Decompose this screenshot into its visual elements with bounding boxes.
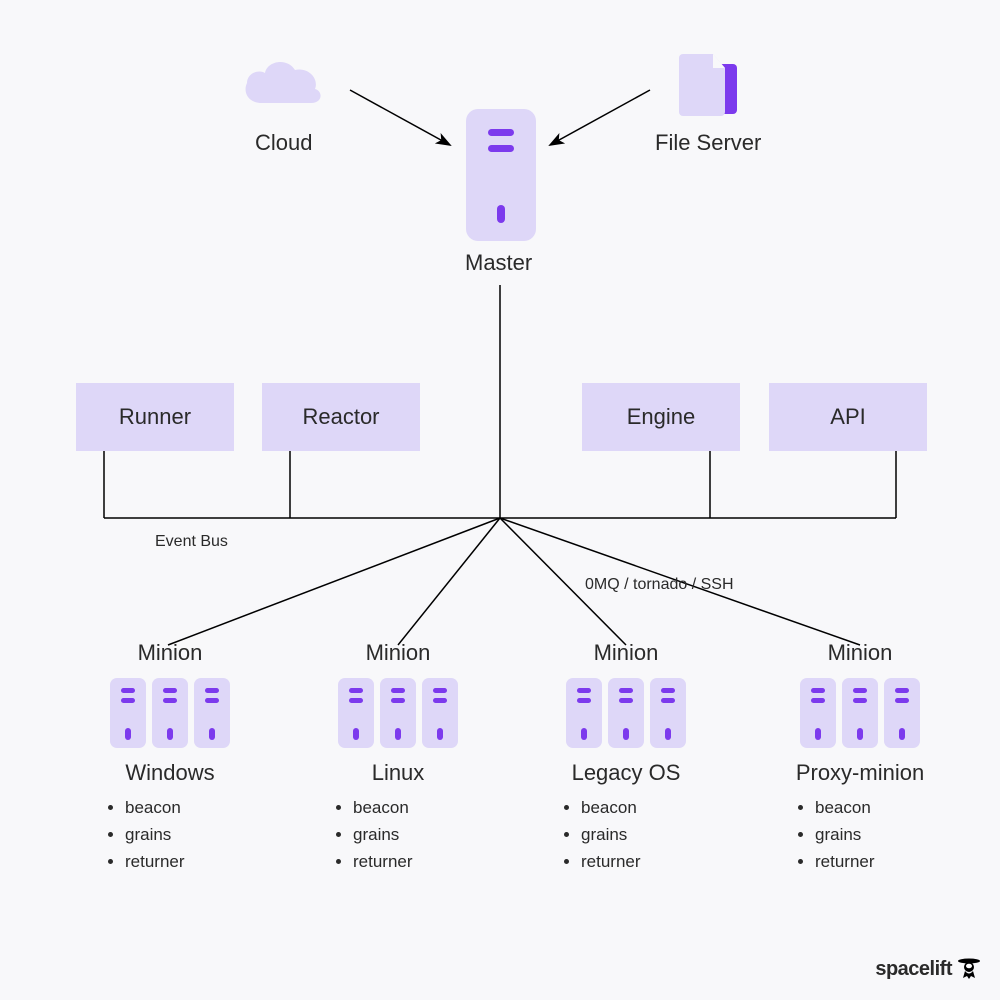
- minion-bullet: beacon: [353, 794, 498, 821]
- minion-title: Minion: [298, 640, 498, 666]
- minion-bullet: grains: [125, 821, 270, 848]
- transport-label: 0MQ / tornado / SSH: [585, 576, 734, 594]
- diagram-canvas: Cloud File Server Master Runner Reactor …: [0, 0, 1000, 1000]
- logo-text: spacelift: [875, 958, 952, 981]
- minion-group-proxy-minion: Minion Proxy-minion beacongrainsreturner: [760, 640, 960, 876]
- minion-bullet: returner: [125, 848, 270, 875]
- box-engine: Engine: [582, 383, 740, 451]
- minion-title: Minion: [70, 640, 270, 666]
- minion-os-label: Windows: [70, 760, 270, 786]
- minion-bullets: beacongrainsreturner: [70, 794, 270, 876]
- minion-title: Minion: [760, 640, 960, 666]
- minion-title: Minion: [526, 640, 726, 666]
- event-bus-label: Event Bus: [155, 533, 228, 551]
- master-server-icon: [456, 105, 546, 250]
- minion-bullet: returner: [815, 848, 960, 875]
- minion-bullets: beacongrainsreturner: [298, 794, 498, 876]
- box-api: API: [769, 383, 927, 451]
- fileserver-label: File Server: [655, 130, 761, 156]
- minion-group-linux: Minion Linux beacongrainsreturner: [298, 640, 498, 876]
- server-icons: [526, 676, 726, 750]
- minion-os-label: Legacy OS: [526, 760, 726, 786]
- minion-bullet: grains: [815, 821, 960, 848]
- minion-bullet: grains: [353, 821, 498, 848]
- box-runner: Runner: [76, 383, 234, 451]
- minion-os-label: Linux: [298, 760, 498, 786]
- minion-bullets: beacongrainsreturner: [526, 794, 726, 876]
- server-icons: [298, 676, 498, 750]
- minion-group-windows: Minion Windows beacongrainsreturner: [70, 640, 270, 876]
- spacelift-logo: spacelift: [875, 956, 982, 982]
- minion-bullet: beacon: [125, 794, 270, 821]
- master-label: Master: [465, 250, 532, 276]
- minion-bullet: returner: [353, 848, 498, 875]
- server-icons: [760, 676, 960, 750]
- minion-bullet: grains: [581, 821, 726, 848]
- server-icons: [70, 676, 270, 750]
- astronaut-icon: [956, 956, 982, 982]
- minion-bullet: beacon: [815, 794, 960, 821]
- cloud-label: Cloud: [255, 130, 312, 156]
- minion-bullet: returner: [581, 848, 726, 875]
- minion-bullet: beacon: [581, 794, 726, 821]
- file-server-icon: [675, 50, 747, 127]
- minion-group-legacy-os: Minion Legacy OS beacongrainsreturner: [526, 640, 726, 876]
- minion-os-label: Proxy-minion: [760, 760, 960, 786]
- box-reactor: Reactor: [262, 383, 420, 451]
- minion-bullets: beacongrainsreturner: [760, 794, 960, 876]
- cloud-icon: [237, 55, 327, 120]
